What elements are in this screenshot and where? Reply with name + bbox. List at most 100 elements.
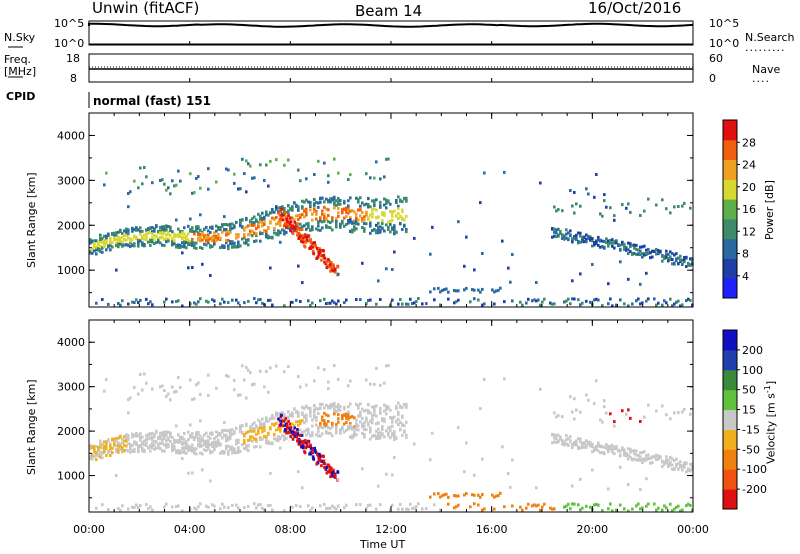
power-cell xyxy=(317,253,321,257)
velocity-cell xyxy=(207,443,210,447)
velocity-cell xyxy=(255,425,258,429)
power-cell xyxy=(163,228,166,232)
velocity-cell xyxy=(195,383,198,387)
nsky-label: N.Sky xyxy=(4,31,36,44)
velocity-cell xyxy=(643,459,646,463)
velocity-cell xyxy=(619,454,622,458)
power-cell xyxy=(253,221,256,225)
velocity-cell xyxy=(253,429,256,433)
power-cell xyxy=(247,243,250,247)
power-cell xyxy=(429,252,432,256)
velocity-cell xyxy=(221,449,224,453)
power-cell xyxy=(298,233,302,236)
velocity-cell xyxy=(207,435,210,439)
power-cell xyxy=(151,238,154,242)
velocity-cell xyxy=(249,435,252,439)
power-cell xyxy=(343,208,346,211)
power-cell xyxy=(375,160,378,164)
velocity-cell xyxy=(377,427,380,431)
velocity-cell xyxy=(597,503,600,507)
power-cell xyxy=(689,206,692,210)
power-cell xyxy=(147,240,150,244)
power-cell xyxy=(647,247,650,251)
power-cell xyxy=(565,299,568,303)
power-cell xyxy=(233,172,236,176)
velocity-cell xyxy=(317,434,320,438)
velocity-cell xyxy=(321,418,324,422)
power-cell xyxy=(315,201,318,204)
velocity-cell xyxy=(287,365,290,369)
velocity-cell xyxy=(209,443,212,446)
power-cell xyxy=(623,248,626,251)
power-cell xyxy=(173,232,176,236)
velocity-cell xyxy=(283,438,286,442)
velocity-cell xyxy=(299,443,303,447)
power-cell xyxy=(191,244,194,247)
velocity-cell xyxy=(137,392,140,396)
power-cell xyxy=(121,235,124,239)
power-cell xyxy=(207,187,210,191)
velocity-cell xyxy=(261,506,264,510)
velocity-cell xyxy=(151,508,154,512)
power-cell xyxy=(407,302,410,306)
velocity-cell xyxy=(377,421,380,425)
velocity-cell xyxy=(261,430,264,434)
power-cell xyxy=(161,178,164,182)
x-tick-label: 16:00 xyxy=(476,523,508,536)
power-cell xyxy=(261,221,264,225)
velocity-cell xyxy=(313,413,316,417)
power-cell xyxy=(553,230,556,234)
freq-tick-top: 18 xyxy=(66,52,80,65)
power-cell xyxy=(95,245,98,249)
velocity-cell xyxy=(379,434,382,438)
velocity-cell xyxy=(279,446,282,450)
power-cell xyxy=(93,243,96,247)
velocity-cell xyxy=(323,419,326,423)
velocity-cell xyxy=(263,434,266,438)
velocity-cell xyxy=(593,402,596,405)
power-cell xyxy=(325,266,329,270)
velocity-cell xyxy=(585,393,588,397)
power-cell xyxy=(655,252,658,256)
velocity-cell xyxy=(251,439,254,443)
velocity-cell xyxy=(557,439,560,443)
power-cell xyxy=(249,232,252,236)
velocity-cell xyxy=(389,416,392,419)
velocity-cell xyxy=(615,445,618,448)
power-cell xyxy=(383,197,386,201)
power-cell xyxy=(583,236,586,240)
velocity-cell xyxy=(391,424,394,428)
power-cell xyxy=(229,225,232,229)
power-cell xyxy=(551,302,554,306)
velocity-cell xyxy=(133,506,136,509)
velocity-cell xyxy=(267,442,270,445)
velocity-cell xyxy=(165,502,168,506)
power-cell xyxy=(247,224,250,228)
velocity-cell xyxy=(323,466,326,469)
power-cell xyxy=(295,214,298,218)
velocity-cell xyxy=(181,457,184,460)
power-cell xyxy=(317,205,320,209)
power-cell xyxy=(371,212,374,216)
power-cell xyxy=(393,228,396,232)
power-cell xyxy=(320,258,323,262)
velocity-cell xyxy=(263,428,266,432)
velocity-cell xyxy=(685,461,688,465)
power-cell xyxy=(539,181,542,185)
velocity-cell xyxy=(183,446,186,449)
power-cell xyxy=(185,234,188,238)
velocity-cell xyxy=(321,415,324,419)
velocity-cell xyxy=(611,443,614,447)
power-cell xyxy=(197,225,200,229)
power-cell xyxy=(503,300,506,304)
velocity-cell xyxy=(589,442,592,446)
power-cell xyxy=(597,235,600,239)
power-cell xyxy=(347,209,350,213)
power-cell xyxy=(221,297,224,301)
power-cell xyxy=(255,234,258,238)
velocity-cell xyxy=(129,450,132,454)
velocity-cell xyxy=(641,451,644,454)
power-cell xyxy=(405,230,408,234)
velocity-cell xyxy=(687,468,690,472)
velocity-cell xyxy=(189,507,192,511)
